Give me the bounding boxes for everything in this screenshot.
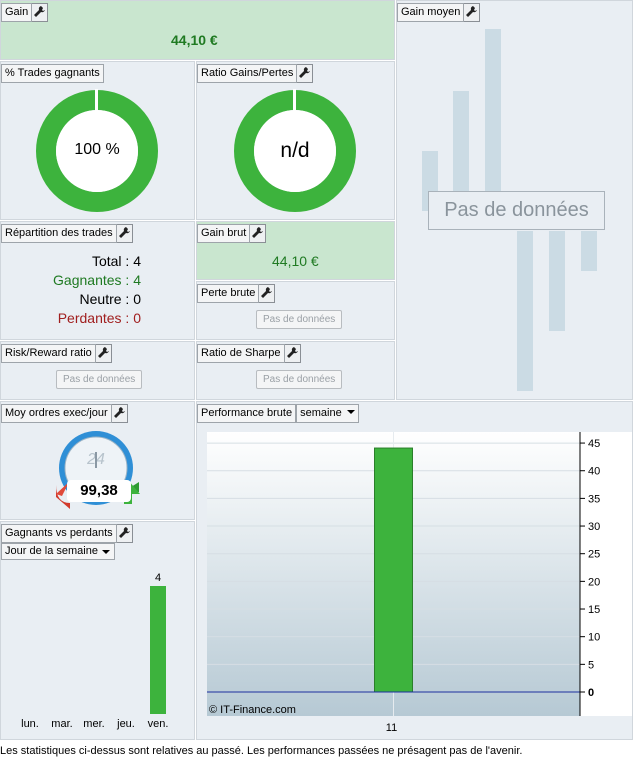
gain-brut-tab[interactable]: Gain brut [197,224,267,243]
repartition-panel: Répartition des trades Total : 4 Gagnant… [0,221,195,340]
x-tick-label: mer. [83,718,104,730]
x-tick-label: ven. [148,718,169,730]
wrench-icon[interactable] [259,284,276,303]
repartition-tab-label: Répartition des trades [1,224,117,243]
wrench-icon[interactable] [297,64,314,83]
y-tick-label: 15 [588,604,600,616]
trades-gagnants-panel: % Trades gagnants 100 % [0,61,195,220]
perte-brute-tab-label: Perte brute [197,284,260,303]
risk-reward-tab[interactable]: Risk/Reward ratio [1,344,112,363]
perte-brute-no-data: Pas de données [256,310,343,329]
moy-ordres-value: 99,38 [67,480,131,502]
x-tick-label: lun. [21,718,39,730]
perte-brute-tab[interactable]: Perte brute [197,284,276,303]
ratio-gains-pertes-donut [234,89,356,212]
gain-panel: Gain 44,10 € [0,0,395,60]
risk-reward-tab-label: Risk/Reward ratio [1,344,96,363]
sharpe-tab-label: Ratio de Sharpe [197,344,285,363]
risk-reward-no-data: Pas de données [56,370,143,389]
performance-brute-tab-label: Performance brute [197,404,297,423]
gain-value: 44,10 € [171,32,218,48]
x-tick-label: mar. [51,718,72,730]
gain-tab[interactable]: Gain [1,3,49,22]
repartition-neutre: Neutre : 0 [79,291,141,307]
gagnants-vs-perdants-tab-label: Gagnants vs perdants [1,524,117,543]
gain-moyen-tab-label: Gain moyen [397,3,465,22]
x-tick-label: 11 [386,722,397,734]
gain-moyen-tab[interactable]: Gain moyen [397,3,481,22]
wrench-icon[interactable] [250,224,267,243]
risk-reward-panel: Risk/Reward ratio Pas de données [0,341,195,400]
y-tick-label: 35 [588,493,600,505]
gain-brut-tab-label: Gain brut [197,224,251,243]
repartition-gagnantes: Gagnantes : 4 [53,272,141,288]
repartition-total: Total : 4 [91,253,141,269]
trades-gagnants-value: 100 % [74,141,120,158]
repartition-tab[interactable]: Répartition des trades [1,224,133,243]
y-tick-label: 45 [588,438,600,450]
ratio-gains-pertes-tab-label: Ratio Gains/Pertes [197,64,298,83]
performance-brute-panel: Performance brute semaine 0 5 10 15 20 25 30 35… [196,401,633,740]
x-tick-label: jeu. [116,718,135,730]
gagnants-vs-perdants-panel: Gagnants vs perdants Jour de la semaine … [0,521,195,740]
wrench-icon[interactable] [464,3,481,22]
sharpe-panel: Ratio de Sharpe Pas de données [196,341,395,400]
sharpe-no-data: Pas de données [256,370,343,389]
y-tick-label: 0 [588,687,594,699]
perte-brute-panel: Perte brute Pas de données [196,281,395,340]
no-data-box: Pas de données [428,191,605,230]
wrench-icon[interactable] [111,404,128,423]
gain-moyen-panel: Gain moyen Pas de données [396,0,633,400]
wrench-icon[interactable] [95,344,112,363]
y-tick-label: 30 [588,521,600,533]
moy-ordres-tab[interactable]: Moy ordres exec/jour [1,404,128,423]
gain-brut-panel: Gain brut 44,10 € [196,221,395,280]
period-dropdown[interactable]: semaine [296,404,359,423]
bar-ven [150,586,166,714]
moy-ordres-panel: Moy ordres exec/jour 24 99,38 [0,401,195,520]
weekday-dropdown[interactable]: Jour de la semaine [1,543,115,560]
wrench-icon[interactable] [32,3,49,22]
repartition-perdantes: Perdantes : 0 [57,310,141,326]
performance-brute-tab[interactable]: Performance brute semaine [197,404,359,423]
y-tick-label: 10 [588,632,600,644]
y-tick-label: 20 [588,576,600,588]
gagnants-vs-perdants-tab[interactable]: Gagnants vs perdants [1,524,133,543]
trades-gagnants-tab[interactable]: % Trades gagnants [1,64,104,83]
bar-week-11 [374,447,413,693]
ratio-gains-pertes-tab[interactable]: Ratio Gains/Pertes [197,64,314,83]
sharpe-tab[interactable]: Ratio de Sharpe [197,344,301,363]
performance-brute-chart: 0 5 10 15 20 25 30 35 40 45 11 © IT-Finance.com [207,432,632,734]
trades-gagnants-tab-label: % Trades gagnants [1,64,104,83]
placeholder-bars [422,29,597,391]
trades-gagnants-donut [36,89,158,212]
wrench-icon[interactable] [116,224,133,243]
ratio-gains-pertes-value: n/d [280,139,310,162]
wrench-icon[interactable] [116,524,133,543]
ratio-gains-pertes-panel: Ratio Gains/Pertes n/d [196,61,395,220]
chart-watermark: © IT-Finance.com [209,704,296,716]
gain-brut-value: 44,10 € [272,253,319,269]
disclaimer-footer: Les statistiques ci-dessus sont relative… [0,741,633,761]
y-tick-label: 40 [588,466,600,478]
gain-tab-label: Gain [1,3,33,22]
y-tick-label: 25 [588,549,600,561]
wrench-icon[interactable] [284,344,301,363]
gagnants-vs-perdants-chart: lun. mar. mer. jeu. 4 ven. [21,572,169,730]
y-tick-label: 5 [588,659,594,671]
bar-value-label: 4 [155,572,161,584]
moy-ordres-tab-label: Moy ordres exec/jour [1,404,112,423]
